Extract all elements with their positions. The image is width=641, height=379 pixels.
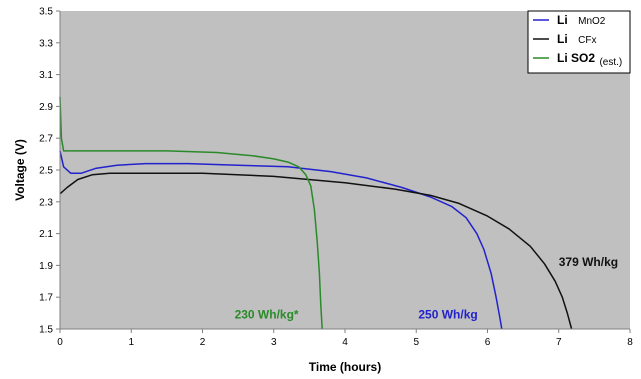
series-line-cfx bbox=[59, 172, 573, 330]
annotation-label: 230 Wh/kg* bbox=[235, 308, 299, 322]
x-tick-label: 8 bbox=[627, 337, 633, 348]
x-tick-label: 6 bbox=[485, 337, 491, 348]
series-lines bbox=[59, 96, 573, 330]
legend-item-cfx: Li CFx bbox=[533, 30, 596, 47]
legend: Li MnO2 Li CFx Li SO2 (est.) bbox=[527, 10, 631, 74]
x-tick-labels: 0 1 2 3 4 5 6 7 8 bbox=[57, 329, 633, 348]
x-tick-label: 2 bbox=[200, 337, 206, 348]
x-tick-label: 3 bbox=[271, 337, 277, 348]
energy-annotations: 379 Wh/kg 230 Wh/kg* 250 Wh/kg bbox=[235, 255, 619, 321]
y-tick-label: 1.7 bbox=[39, 293, 53, 304]
x-tick-label: 0 bbox=[57, 337, 63, 348]
y-tick-label: 3.3 bbox=[39, 38, 53, 49]
legend-label-so2: Li SO2 (est.) bbox=[557, 49, 622, 68]
x-tick-label: 7 bbox=[556, 337, 562, 348]
annotation-label: 250 Wh/kg bbox=[418, 308, 477, 322]
legend-label-cfx: Li CFx bbox=[557, 30, 596, 47]
legend-item-mno2: Li MnO2 bbox=[533, 11, 606, 28]
y-tick-label: 2.7 bbox=[39, 134, 53, 145]
y-axis-title: Voltage (V) bbox=[13, 139, 27, 201]
y-tick-label: 3.1 bbox=[39, 70, 53, 81]
y-tick-label: 3.5 bbox=[39, 7, 53, 18]
legend-item-so2: Li SO2 (est.) bbox=[533, 49, 622, 68]
x-tick-label: 5 bbox=[413, 337, 419, 348]
y-tick-label: 2.1 bbox=[39, 229, 53, 240]
y-tick-label: 1.9 bbox=[39, 261, 53, 272]
y-tick-label: 2.3 bbox=[39, 197, 53, 208]
y-tick-labels: 1.5 1.7 1.9 2.1 2.3 2.5 2.7 2.9 3.1 3.3 3.5 bbox=[39, 7, 60, 336]
y-tick-label: 2.9 bbox=[39, 102, 53, 113]
series-line-so2 bbox=[59, 96, 323, 330]
series-line-mno2 bbox=[59, 150, 503, 330]
x-tick-label: 4 bbox=[342, 337, 348, 348]
x-axis-title: Time (hours) bbox=[309, 360, 381, 374]
y-tick-label: 1.5 bbox=[39, 325, 53, 336]
legend-label-mno2: Li MnO2 bbox=[557, 11, 606, 28]
y-tick-label: 2.5 bbox=[39, 166, 53, 177]
annotation-label: 379 Wh/kg bbox=[559, 255, 618, 269]
x-tick-label: 1 bbox=[128, 337, 134, 348]
legend-box bbox=[527, 10, 631, 74]
